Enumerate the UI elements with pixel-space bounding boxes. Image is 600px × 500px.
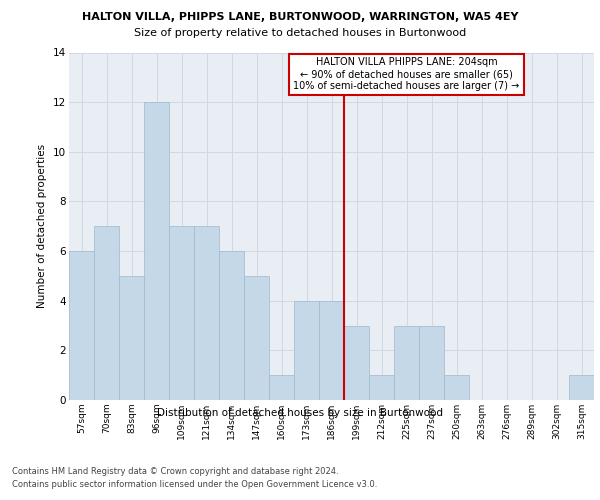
Text: Contains public sector information licensed under the Open Government Licence v3: Contains public sector information licen… xyxy=(12,480,377,489)
Text: Distribution of detached houses by size in Burtonwood: Distribution of detached houses by size … xyxy=(157,408,443,418)
Bar xyxy=(344,326,369,400)
Text: Contains HM Land Registry data © Crown copyright and database right 2024.: Contains HM Land Registry data © Crown c… xyxy=(12,468,338,476)
Y-axis label: Number of detached properties: Number of detached properties xyxy=(37,144,47,308)
Bar xyxy=(569,375,594,400)
Text: HALTON VILLA PHIPPS LANE: 204sqm
← 90% of detached houses are smaller (65)
10% o: HALTON VILLA PHIPPS LANE: 204sqm ← 90% o… xyxy=(293,58,520,90)
Bar xyxy=(319,300,344,400)
Bar xyxy=(144,102,169,400)
Bar xyxy=(269,375,294,400)
Bar xyxy=(219,251,244,400)
Bar xyxy=(294,300,319,400)
Bar xyxy=(119,276,144,400)
Bar xyxy=(394,326,419,400)
Bar xyxy=(244,276,269,400)
Text: HALTON VILLA, PHIPPS LANE, BURTONWOOD, WARRINGTON, WA5 4EY: HALTON VILLA, PHIPPS LANE, BURTONWOOD, W… xyxy=(82,12,518,22)
Bar xyxy=(169,226,194,400)
Bar xyxy=(94,226,119,400)
Bar xyxy=(194,226,219,400)
Bar xyxy=(419,326,444,400)
Bar xyxy=(69,251,94,400)
Text: Size of property relative to detached houses in Burtonwood: Size of property relative to detached ho… xyxy=(134,28,466,38)
Bar xyxy=(444,375,469,400)
Bar xyxy=(369,375,394,400)
